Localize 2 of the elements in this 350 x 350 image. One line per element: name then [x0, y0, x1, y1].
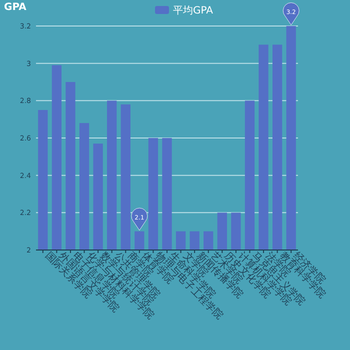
- legend-label: 平均GPA: [173, 4, 214, 16]
- chart-title: GPA: [4, 2, 27, 13]
